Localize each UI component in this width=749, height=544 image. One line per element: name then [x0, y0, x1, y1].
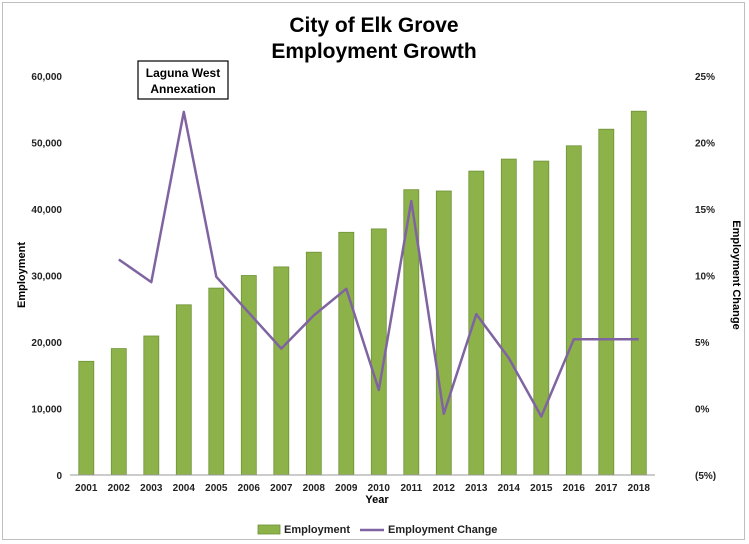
chart-subtitle: Employment Growth — [271, 40, 476, 63]
x-tick-label: 2009 — [335, 483, 358, 494]
y2-tick-label: 10% — [695, 272, 715, 283]
x-tick-label: 2016 — [563, 483, 586, 494]
y-tick-label: 60,000 — [31, 72, 62, 83]
annotation-line-1: Laguna West — [146, 66, 220, 80]
bar-2018 — [630, 110, 647, 476]
y2-tick-label: 15% — [695, 205, 715, 216]
legend-label-employment: Employment — [284, 524, 350, 536]
x-tick-label: 2015 — [530, 483, 553, 494]
chart-title: City of Elk Grove — [289, 14, 458, 37]
x-tick-label: 2013 — [465, 483, 488, 494]
y-tick-label: 50,000 — [31, 139, 62, 150]
bar-2016 — [565, 145, 582, 476]
x-tick-label: 2001 — [75, 483, 98, 494]
x-tick-label: 2005 — [205, 483, 228, 494]
bar-2007 — [273, 266, 290, 476]
annotation-laguna-west: Laguna West Annexation — [137, 60, 229, 100]
annotation-line-2: Annexation — [150, 82, 215, 96]
legend-label-employment-change: Employment Change — [388, 524, 497, 536]
x-tick-label: 2011 — [400, 483, 422, 494]
bar-2008 — [305, 251, 322, 476]
x-tick-label: 2004 — [173, 483, 196, 494]
y-axis-title: Employment — [16, 242, 28, 308]
y2-tick-label: 20% — [695, 139, 715, 150]
left-axis-ticks: 0 10,000 20,000 30,000 40,000 50,000 60,000 — [31, 72, 62, 482]
right-axis-ticks: (5%) 0% 5% 10% 15% 20% 25% — [695, 72, 716, 482]
y2-tick-label: 0% — [695, 405, 710, 416]
x-tick-label: 2007 — [270, 483, 293, 494]
y-tick-label: 20,000 — [31, 338, 62, 349]
x-tick-label: 2017 — [595, 483, 618, 494]
y2-axis-title: Employment Change — [730, 220, 742, 329]
x-tick-label: 2002 — [108, 483, 131, 494]
x-axis-title: Year — [365, 494, 389, 506]
y-tick-label: 40,000 — [31, 205, 62, 216]
bar-2003 — [143, 335, 160, 476]
bar-2017 — [598, 128, 615, 476]
x-tick-label: 2018 — [628, 483, 651, 494]
legend: Employment Employment Change — [257, 524, 497, 536]
bar-2015 — [533, 160, 550, 476]
bar-2002 — [110, 348, 127, 476]
y-tick-label: 10,000 — [31, 405, 62, 416]
x-tick-label: 2003 — [140, 483, 163, 494]
y2-tick-label: 5% — [695, 338, 710, 349]
x-tick-label: 2008 — [303, 483, 326, 494]
bar-2001 — [78, 360, 95, 476]
employment-change-line — [118, 110, 639, 418]
y2-tick-label: 25% — [695, 72, 715, 83]
bar-2012 — [435, 190, 452, 476]
annotation-box — [137, 60, 229, 100]
x-tick-label: 2006 — [238, 483, 261, 494]
x-tick-label: 2014 — [498, 483, 521, 494]
x-tick-label: 2010 — [368, 483, 391, 494]
x-axis-ticks: 2001 2002 2003 2004 2005 2006 2007 2008 2009 2010… — [75, 483, 650, 494]
bar-2014 — [500, 158, 517, 476]
bar-2004 — [175, 304, 192, 476]
x-tick-label: 2012 — [433, 483, 456, 494]
legend-swatch-employment — [257, 524, 281, 535]
bar-2010 — [370, 228, 387, 476]
employment-bars — [78, 110, 647, 476]
y2-tick-label: (5%) — [695, 471, 716, 482]
y-tick-label: 0 — [56, 471, 62, 482]
bar-2009 — [338, 231, 355, 476]
y-tick-label: 30,000 — [31, 272, 62, 283]
bar-2005 — [208, 287, 225, 476]
